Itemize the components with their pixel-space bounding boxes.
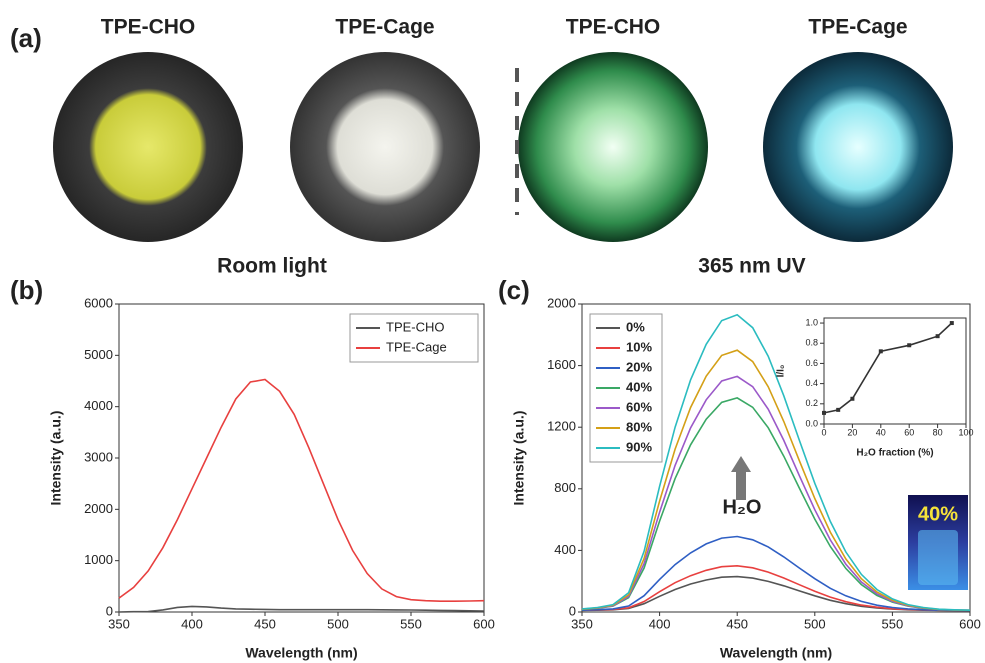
y-tick-label: 6000 <box>84 295 113 310</box>
x-tick-label: 400 <box>181 616 203 631</box>
legend-label: 20% <box>626 359 652 374</box>
legend-label: TPE-Cage <box>386 339 447 354</box>
vial <box>918 530 958 585</box>
x-axis-label: Wavelength (nm) <box>720 644 832 660</box>
series-line <box>824 323 952 413</box>
legend-label: 40% <box>626 379 652 394</box>
x-axis-label: H₂O fraction (%) <box>856 447 933 458</box>
figure: (a) TPE-CHO TPE-Cage TPE-CHO TPE-Cage Ro… <box>0 0 985 663</box>
x-tick-label: 500 <box>327 616 349 631</box>
panel-label: (a) <box>10 23 42 53</box>
marker <box>836 408 840 412</box>
panel-label: (b) <box>10 275 43 305</box>
marker <box>950 321 954 325</box>
y-tick-label: 1000 <box>84 552 113 567</box>
marker <box>879 349 883 353</box>
y-tick-label: 0 <box>569 603 576 618</box>
x-tick-label: 450 <box>726 616 748 631</box>
arrow <box>731 456 751 472</box>
marker <box>850 397 854 401</box>
legend-label: 80% <box>626 419 652 434</box>
y-tick-label: 0.8 <box>805 338 818 348</box>
legend-label: TPE-CHO <box>386 319 445 334</box>
x-tick-label: 600 <box>473 616 495 631</box>
plot-frame <box>824 318 966 424</box>
series-line <box>119 606 484 612</box>
x-tick-label: 400 <box>649 616 671 631</box>
x-tick-label: 60 <box>904 427 914 437</box>
y-tick-label: 800 <box>554 480 576 495</box>
x-tick-label: 500 <box>804 616 826 631</box>
y-tick-label: 0.0 <box>805 418 818 428</box>
photo-label: TPE-CHO <box>566 16 661 39</box>
x-tick-label: 80 <box>933 427 943 437</box>
photo <box>763 52 953 242</box>
series-line <box>119 380 484 602</box>
panel-label: (c) <box>498 275 530 305</box>
photo <box>53 52 243 242</box>
y-tick-label: 2000 <box>547 295 576 310</box>
legend-label: 10% <box>626 339 652 354</box>
marker <box>936 334 940 338</box>
photo-label: TPE-CHO <box>101 16 196 39</box>
marker <box>822 411 826 415</box>
photo <box>518 52 708 242</box>
y-tick-label: 4000 <box>84 398 113 413</box>
x-tick-label: 550 <box>400 616 422 631</box>
x-tick-label: 350 <box>108 616 130 631</box>
photo-label: TPE-Cage <box>335 16 434 39</box>
y-tick-label: 1600 <box>547 357 576 372</box>
y-axis-label: Intensity (a.u.) <box>47 411 63 506</box>
y-tick-label: 2000 <box>84 501 113 516</box>
marker <box>907 343 911 347</box>
y-tick-label: 400 <box>554 542 576 557</box>
caption: 365 nm UV <box>698 255 805 278</box>
caption: Room light <box>217 255 327 278</box>
y-tick-label: 0 <box>106 603 113 618</box>
y-tick-label: 1200 <box>547 419 576 434</box>
x-axis-label: Wavelength (nm) <box>245 644 357 660</box>
x-tick-label: 600 <box>959 616 981 631</box>
y-tick-label: 1.0 <box>805 317 818 327</box>
photo-label: TPE-Cage <box>808 16 907 39</box>
x-tick-label: 0 <box>821 427 826 437</box>
y-axis-label: I/I₀ <box>775 365 786 378</box>
y-tick-label: 0.6 <box>805 358 818 368</box>
y-tick-label: 0.2 <box>805 398 818 408</box>
x-tick-label: 100 <box>958 427 973 437</box>
annotation: 40% <box>918 503 958 525</box>
legend-label: 90% <box>626 439 652 454</box>
x-tick-label: 550 <box>882 616 904 631</box>
y-tick-label: 5000 <box>84 347 113 362</box>
legend-label: 0% <box>626 319 645 334</box>
legend-label: 60% <box>626 399 652 414</box>
y-tick-label: 3000 <box>84 449 113 464</box>
annotation: H₂O <box>723 496 762 518</box>
y-tick-label: 0.4 <box>805 378 818 388</box>
x-tick-label: 40 <box>876 427 886 437</box>
photo <box>290 52 480 242</box>
y-axis-label: Intensity (a.u.) <box>510 411 526 506</box>
x-tick-label: 450 <box>254 616 276 631</box>
x-tick-label: 350 <box>571 616 593 631</box>
x-tick-label: 20 <box>847 427 857 437</box>
